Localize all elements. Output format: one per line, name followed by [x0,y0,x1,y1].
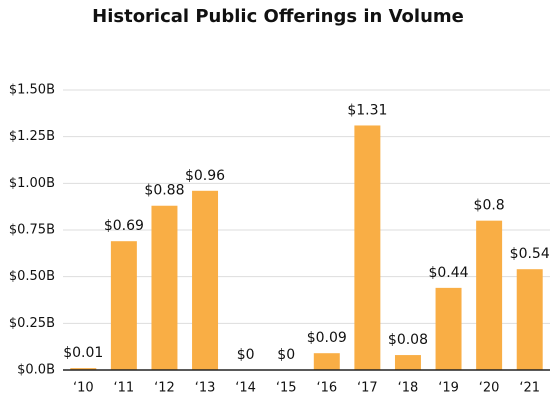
x-tick-label: ‘10 [73,381,94,396]
bar [313,353,340,370]
bar [192,190,219,370]
x-tick-label: ‘21 [519,381,540,396]
bar [435,287,462,370]
x-tick-label: ‘13 [195,381,216,396]
x-tick-label: ‘11 [114,381,135,396]
x-tick-label: ‘19 [438,381,459,396]
y-tick-label: $0.0B [17,363,55,378]
data-label: $0.44 [428,265,468,281]
data-label: $0.96 [185,168,225,184]
data-label: $0.88 [144,183,184,199]
y-tick-label: $0.50B [9,269,55,284]
x-tick-label: ‘20 [479,381,500,396]
chart-title: Historical Public Offerings in Volume [92,6,464,27]
x-tick-label: ‘17 [357,381,378,396]
y-tick-label: $1.50B [9,83,55,98]
bar [476,220,503,370]
data-label: $0 [237,347,255,363]
data-label: $0.01 [63,345,103,361]
x-tick-label: ‘18 [398,381,419,396]
data-label: $0.09 [307,330,347,346]
x-tick-label: ‘16 [316,381,337,396]
x-tick-label: ‘15 [276,381,297,396]
y-tick-label: $0.25B [9,316,55,331]
data-label: $0.08 [388,332,428,348]
data-label: $0.54 [510,246,550,262]
data-label: $1.31 [347,102,387,118]
x-tick-label: ‘12 [154,381,175,396]
bar [394,355,421,370]
x-tick-label: ‘14 [235,381,256,396]
y-tick-label: $1.00B [9,176,55,191]
y-tick-label: $1.25B [9,129,55,144]
bar [110,241,137,370]
data-label: $0 [277,347,295,363]
data-label: $0.69 [104,218,144,234]
bar [354,125,381,370]
bar [516,269,543,370]
bar [151,205,178,370]
bar [70,368,97,370]
y-tick-label: $0.75B [9,223,55,238]
data-label: $0.8 [474,198,505,214]
